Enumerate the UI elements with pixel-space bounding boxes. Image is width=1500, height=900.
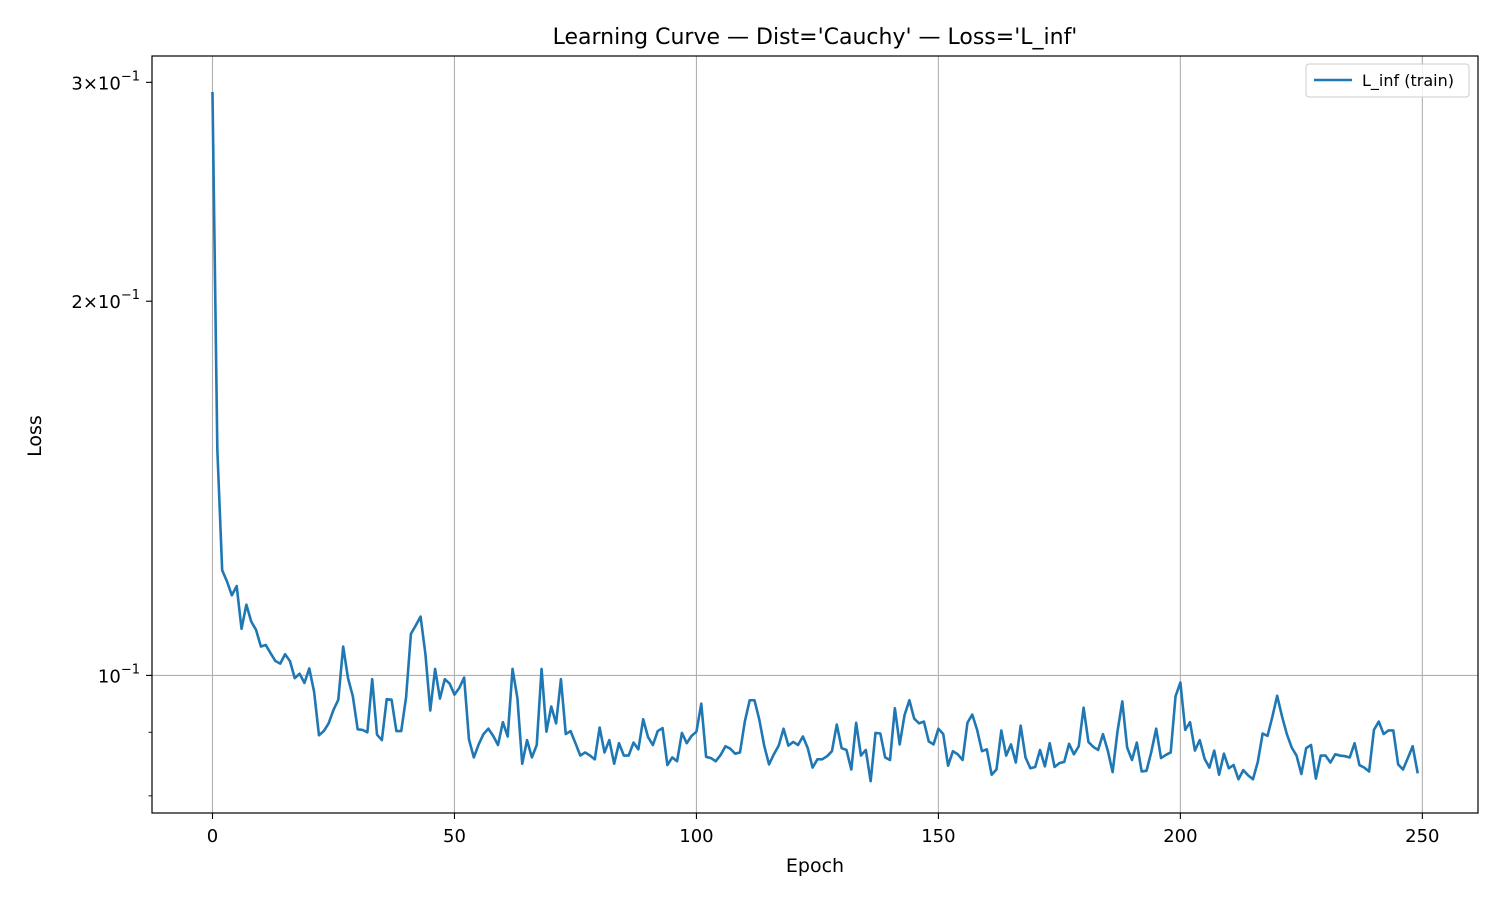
x-tick-label: 100 [679,826,713,847]
axes-frame [151,55,1479,814]
x-tick-label: 200 [1163,826,1197,847]
legend: L_inf (train) [1305,63,1470,98]
y-tick-label: 3×10−1 [71,69,140,94]
y-tick-label: 2×10−1 [71,288,140,313]
plot-lines [211,91,1420,783]
x-tick-label: 250 [1405,826,1439,847]
series-line [211,91,1420,783]
legend-label: L_inf (train) [1362,71,1454,91]
x-tick-label: 150 [921,826,955,847]
chart-title: Learning Curve — Dist='Cauchy' — Loss='L… [553,25,1078,50]
legend-box [1305,63,1470,98]
y-axis-label: Loss [24,415,46,457]
y-axis-ticks: 10−1 2×10−1 3×10−1 [71,69,152,797]
grid-lines [152,56,1478,813]
x-axis-ticks: 0 50 100 150 200 250 [207,813,1440,847]
x-tick-label: 50 [443,826,466,847]
x-tick-label: 0 [207,826,218,847]
x-axis-label: Epoch [786,855,844,877]
y-tick-label: 10−1 [98,662,140,687]
